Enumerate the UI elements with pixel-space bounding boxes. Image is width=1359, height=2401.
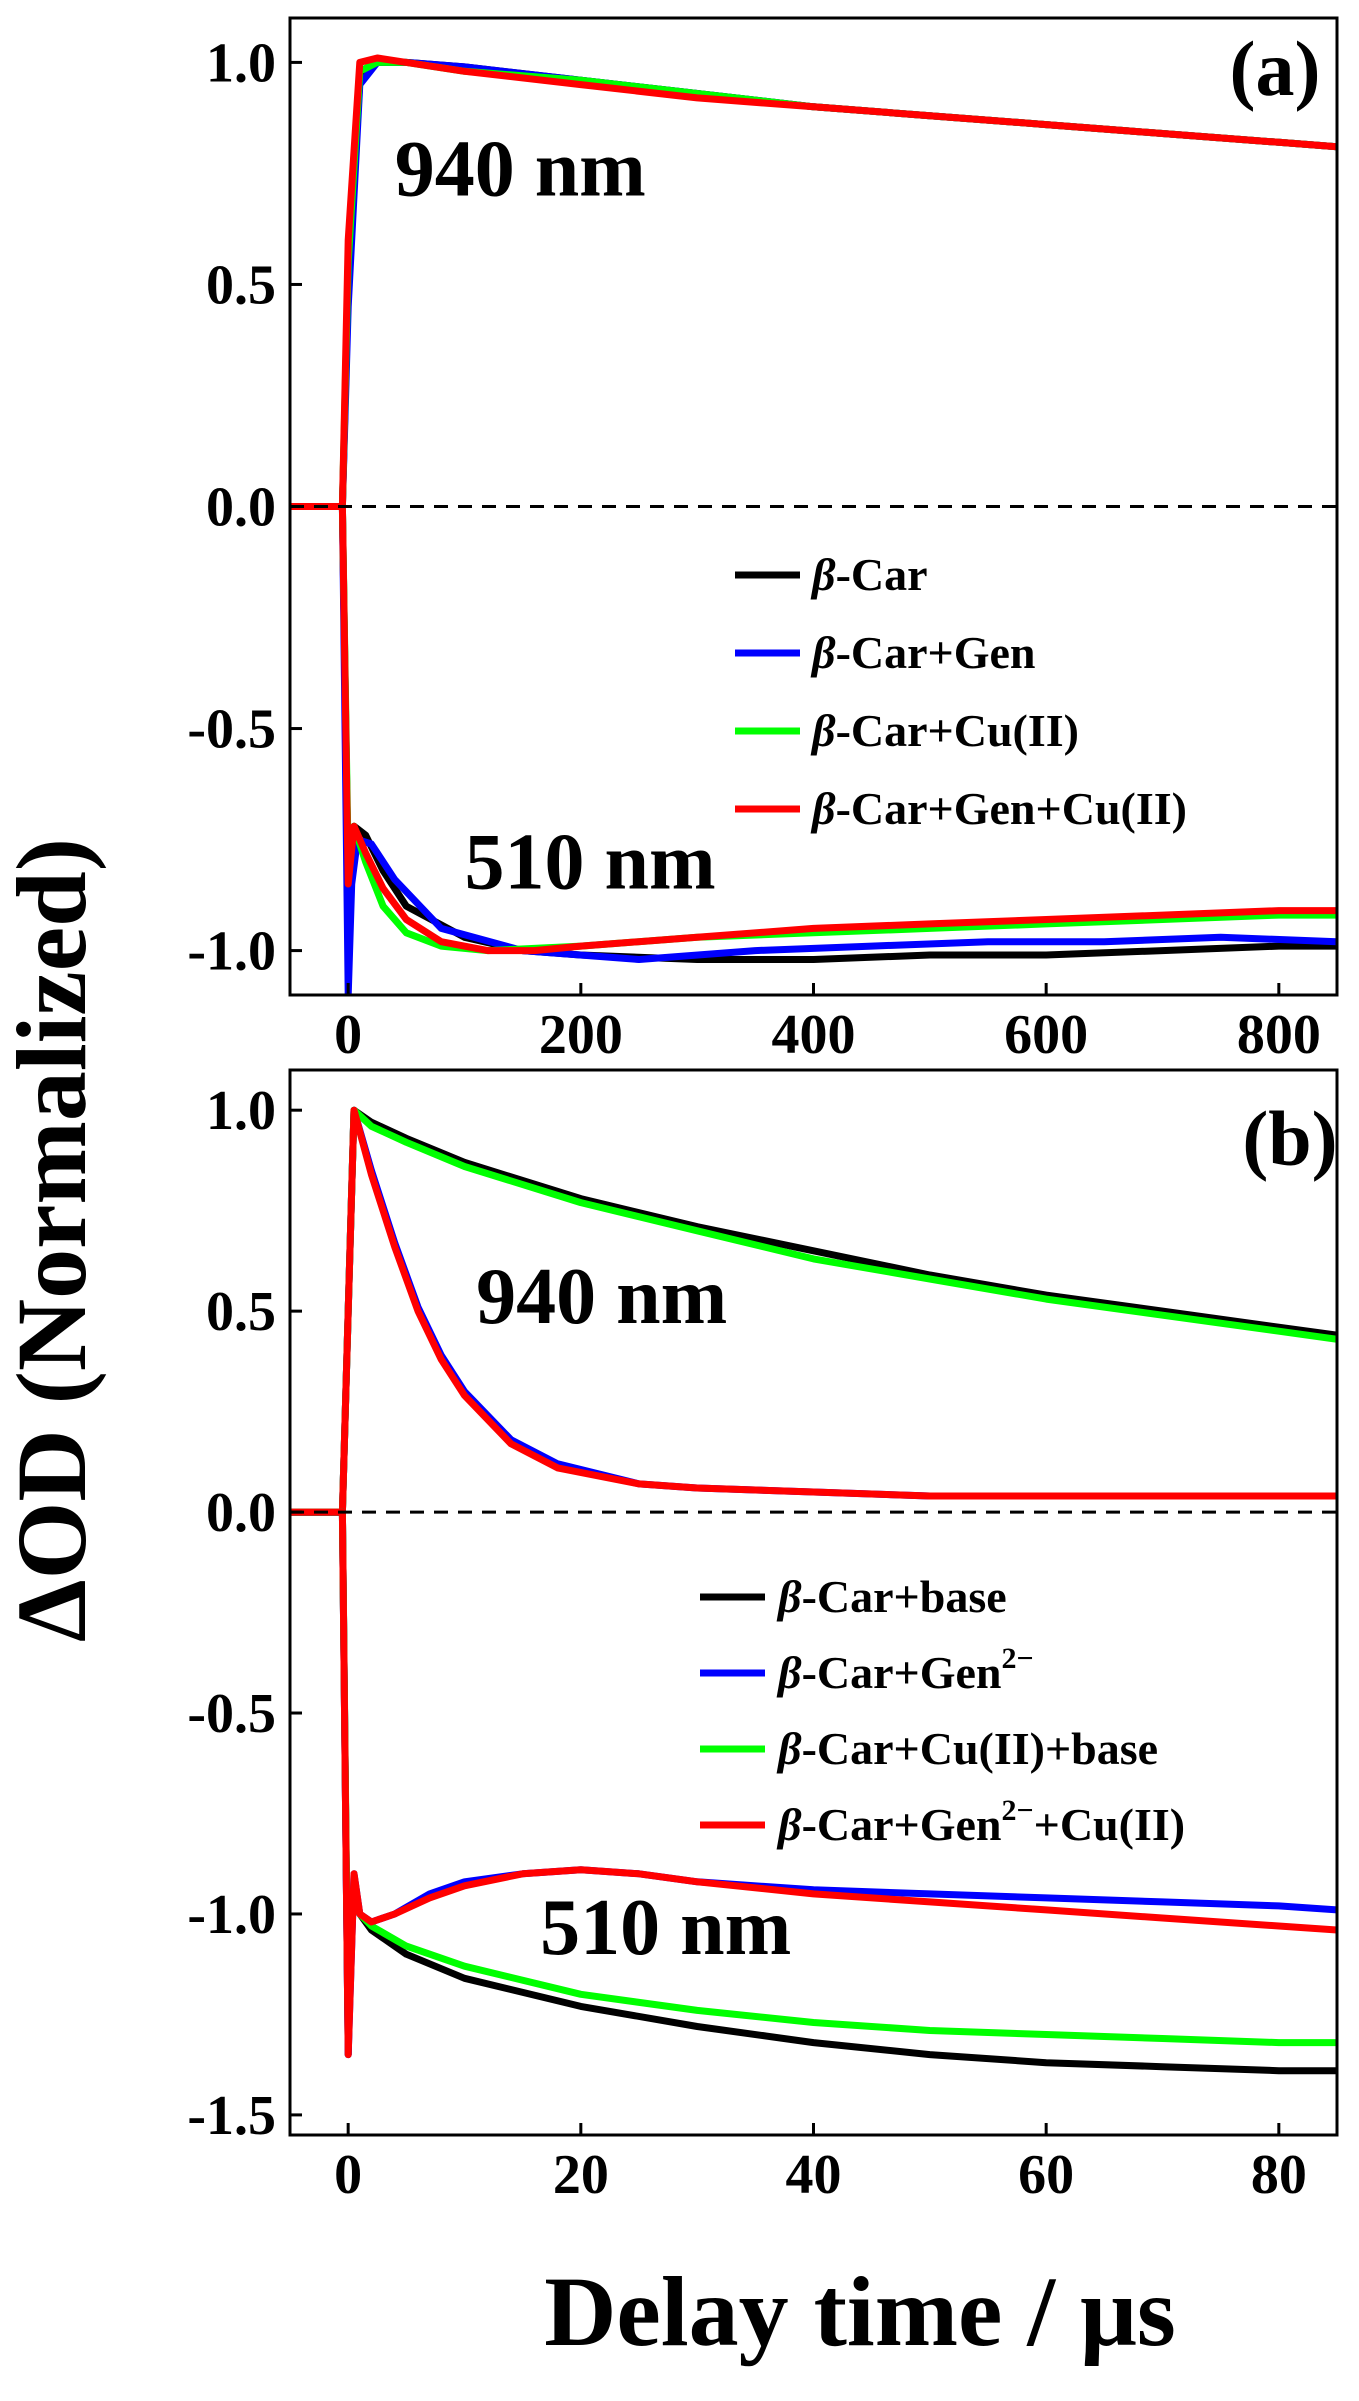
panel-b-ticks: 0 20 40 60 80 -1.5 -1.0 -0.5 0.0 0.5 1.0	[187, 1080, 1306, 2206]
panel-b-legend: β-Car+base β-Car+Gen2− β-Car+Cu(II)+base β-…	[700, 1571, 1185, 1850]
panel-a-y-tick-label: 1.0	[206, 32, 276, 94]
panel-a-label: (a)	[1230, 25, 1321, 112]
panel-b-x-tick-label: 60	[1018, 2144, 1074, 2206]
panel-a-x-tick-label: 800	[1237, 1004, 1321, 1066]
panel-a-y-tick-label: -1.0	[187, 921, 276, 983]
panel-a-legend-label-4: β-Car+Gen+Cu(II)	[810, 783, 1187, 834]
panel-b-legend-label-4: β-Car+Gen2−+Cu(II)	[776, 1794, 1185, 1850]
panel-b-label: (b)	[1242, 1095, 1337, 1182]
panel-b-y-tick-label: -0.5	[187, 1683, 276, 1745]
panel-b-legend-label-1: β-Car+base	[776, 1571, 1007, 1622]
panel-a-x-tick-label: 200	[539, 1004, 623, 1066]
panel-a: 0 200 400 600 800 -1.0 -0.5 0.0 0.5 1.0 (a) 940 n…	[187, 16, 1339, 1066]
panel-b-series-4-940nm-line	[290, 1106, 1337, 1516]
panel-b-legend-label-2: β-Car+Gen2−	[776, 1642, 1034, 1698]
panel-a-y-tick-label: 0.0	[206, 477, 276, 539]
panel-a-legend-label-2: β-Car+Gen	[810, 627, 1036, 678]
panel-a-series-2-510nm-line	[290, 503, 1337, 995]
panel-b: 0 20 40 60 80 -1.5 -1.0 -0.5 0.0 0.5 1.0 (b) 940 n…	[187, 1068, 1339, 2206]
panel-b-y-tick-label: 0.0	[206, 1482, 276, 1544]
panel-a-legend-label-3: β-Car+Cu(II)	[810, 705, 1079, 756]
x-axis-title: Delay time / μs	[544, 2256, 1176, 2367]
panel-a-y-tick-label: -0.5	[187, 699, 276, 761]
panel-b-series	[290, 1106, 1337, 2075]
panel-b-legend-label-3: β-Car+Cu(II)+base	[776, 1723, 1158, 1774]
panel-a-legend-label-1: β-Car	[810, 549, 928, 600]
panel-b-y-tick-label: 1.0	[206, 1080, 276, 1142]
panel-b-annotation-940: 940 nm	[476, 1253, 727, 1341]
panel-a-ticks: 0 200 400 600 800 -1.0 -0.5 0.0 0.5 1.0	[187, 32, 1320, 1066]
y-axis-title: ΔOD (Normalized)	[0, 838, 107, 1642]
panel-a-series	[290, 54, 1337, 995]
panel-a-x-tick-label: 400	[772, 1004, 856, 1066]
panel-a-annotation-510: 510 nm	[465, 818, 716, 906]
panel-b-x-tick-label: 20	[553, 2144, 609, 2206]
panel-b-y-tick-label: -1.5	[187, 2085, 276, 2147]
panel-a-series-4-940nm-line	[290, 54, 1337, 510]
panel-b-x-tick-label: 40	[786, 2144, 842, 2206]
panel-b-series-4-510nm-line	[290, 1508, 1337, 2059]
panel-b-y-tick-label: -1.0	[187, 1884, 276, 1946]
panel-a-x-tick-label: 0	[334, 1004, 362, 1066]
panel-b-x-tick-label: 80	[1251, 2144, 1307, 2206]
panel-a-annotation-940: 940 nm	[395, 126, 646, 214]
panel-a-x-tick-label: 600	[1004, 1004, 1088, 1066]
panel-b-y-tick-label: 0.5	[206, 1281, 276, 1343]
panel-a-legend: β-Car β-Car+Gen β-Car+Cu(II) β-Car+Gen+Cu(I…	[735, 549, 1187, 834]
panel-a-series-4-510nm-line	[290, 503, 1337, 955]
panel-b-annotation-510: 510 nm	[540, 1884, 791, 1972]
panel-b-x-tick-label: 0	[334, 2144, 362, 2206]
panel-a-y-tick-label: 0.5	[206, 254, 276, 316]
